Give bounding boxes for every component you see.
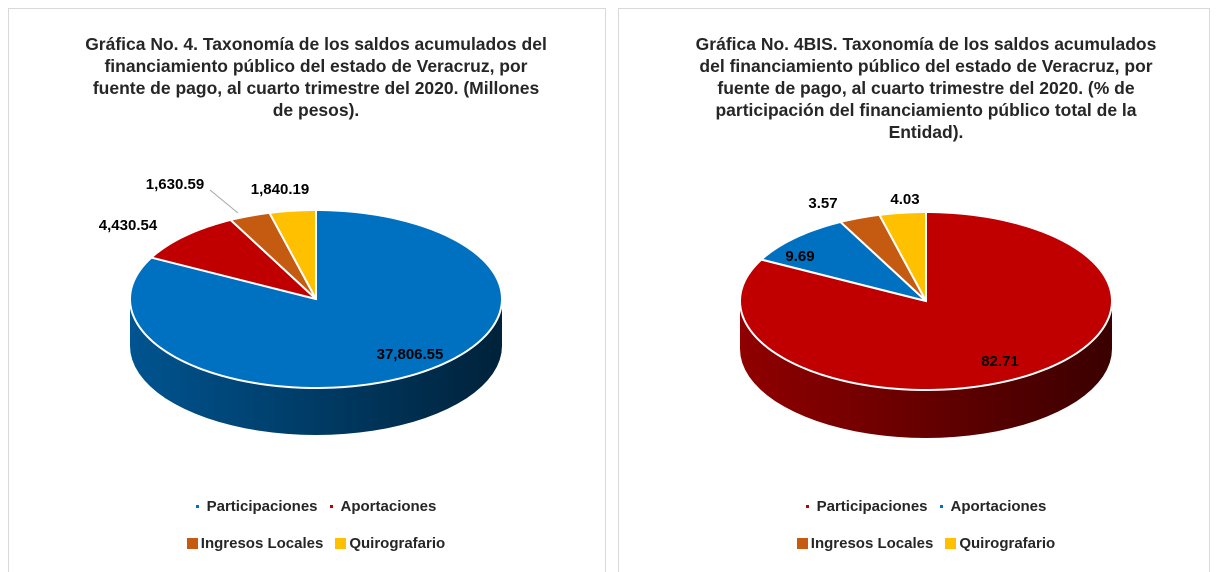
legend-label: Quirografario [349,535,446,552]
legend-item: Quirografario [945,535,1055,552]
chart-title: Gráfica No. 4. Taxonomía de los saldos a… [85,34,547,120]
legend-row: Participaciones Aportaciones [36,498,596,515]
legend-label: Aportaciones [950,498,1047,515]
legend-item: Ingresos Locales [796,535,934,552]
legend-row: Ingresos Locales Quirografario [36,535,596,552]
legend-item: Ingresos Locales [186,535,324,552]
legend-item: Quirografario [335,535,445,552]
legend-item: Participaciones [805,498,928,515]
data-label: 9.69 [785,248,814,265]
pie-slice [877,210,927,302]
legend-swatch [329,505,333,508]
legend-label: Ingresos Locales [810,535,934,552]
legend-label: Quirografario [959,535,1056,552]
data-label: 4.03 [890,191,919,208]
pie-slice [267,208,317,300]
pie-slice [838,213,927,302]
data-label: 37,806.55 [377,346,444,363]
legend-swatch [796,538,808,549]
legend-swatch [939,505,943,508]
legend-swatch [945,538,957,549]
legend-label: Participaciones [206,498,318,515]
legend-swatch [805,505,809,508]
legend-row: Ingresos Locales Quirografario [646,535,1206,552]
pie-slice [759,220,927,302]
data-label: 1,840.19 [251,181,309,198]
legend-swatch [195,505,199,508]
pie-slice [228,211,317,300]
chart-panel [618,8,1210,572]
data-label: 4,430.54 [99,217,158,234]
pie-slice-side [130,299,502,435]
legend: Participaciones Aportaciones Ingresos Loca… [36,498,596,552]
data-label: 1,630.59 [146,176,204,193]
legend-swatch [186,538,198,549]
legend-row: Participaciones Aportaciones [646,498,1206,515]
pie-slice-side [740,301,1112,438]
data-label: 82.71 [981,353,1019,370]
pie-slice [149,218,317,300]
data-label: 3.57 [808,195,837,212]
leader-line [209,189,239,214]
chart-panel [8,8,606,572]
legend-item: Aportaciones [939,498,1047,515]
legend-label: Ingresos Locales [200,535,324,552]
chart-title: Gráfica No. 4BIS. Taxonomía de los saldo… [695,34,1157,142]
legend-label: Aportaciones [340,498,437,515]
legend-label: Participaciones [816,498,928,515]
legend-item: Aportaciones [329,498,437,515]
legend-swatch [335,538,347,549]
legend: Participaciones Aportaciones Ingresos Loca… [646,498,1206,552]
legend-item: Participaciones [195,498,318,515]
